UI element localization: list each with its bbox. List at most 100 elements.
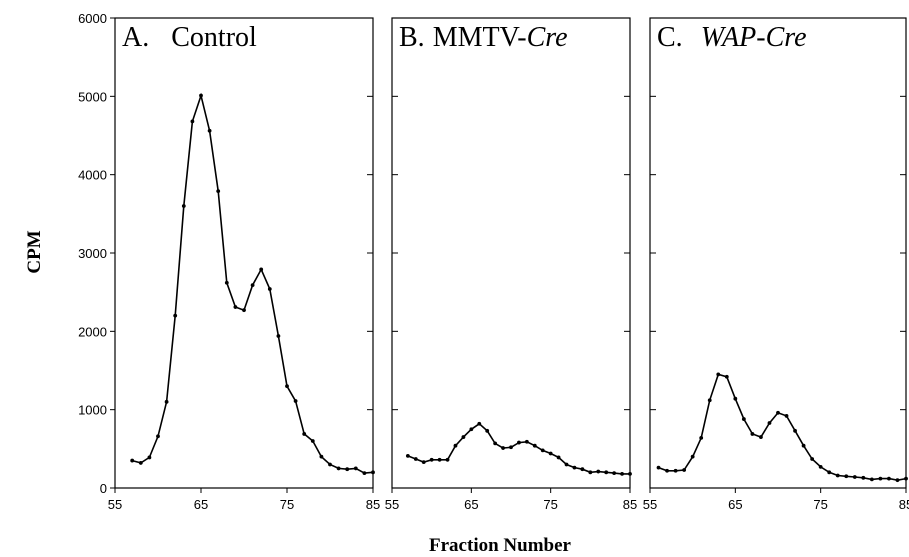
panel-label-italic: Cre bbox=[527, 22, 568, 53]
y-tick-label: 5000 bbox=[78, 89, 107, 104]
data-point bbox=[267, 287, 272, 291]
x-tick-label: 65 bbox=[464, 497, 478, 512]
panel-b: 55 65 75 85 B. MMTV-Cre bbox=[385, 17, 637, 512]
data-point bbox=[887, 476, 891, 481]
y-tick-label: 4000 bbox=[78, 168, 107, 183]
data-point bbox=[628, 472, 632, 476]
data-point bbox=[532, 443, 537, 448]
panel-label-prefix: C. bbox=[657, 22, 683, 53]
panel-label-prefix: A. bbox=[122, 22, 149, 53]
data-point bbox=[181, 204, 186, 208]
data-point bbox=[810, 457, 815, 461]
x-axis-title: Fraction Number bbox=[429, 535, 572, 556]
x-tick-label: 85 bbox=[899, 497, 909, 512]
data-point bbox=[612, 471, 617, 476]
data-point bbox=[216, 189, 221, 194]
data-point bbox=[895, 478, 900, 483]
data-point bbox=[835, 473, 840, 478]
x-tick-label: 85 bbox=[366, 497, 380, 512]
data-point bbox=[485, 428, 490, 433]
x-tick-label: 65 bbox=[728, 497, 742, 512]
data-point bbox=[285, 384, 289, 389]
data-point bbox=[421, 460, 426, 465]
data-point bbox=[156, 434, 160, 439]
data-point bbox=[207, 128, 212, 133]
data-point bbox=[818, 464, 823, 469]
panel-label-name: MMTV- bbox=[433, 22, 527, 53]
data-point bbox=[827, 470, 832, 475]
data-point bbox=[524, 439, 529, 444]
data-point bbox=[724, 374, 729, 379]
data-point bbox=[767, 421, 772, 425]
panel-a: 55 65 75 85 A. Control bbox=[108, 17, 380, 512]
data-point bbox=[173, 313, 178, 318]
data-point bbox=[750, 432, 755, 436]
series-line bbox=[407, 422, 630, 475]
data-point bbox=[716, 372, 721, 377]
data-point bbox=[869, 477, 874, 482]
data-point bbox=[548, 451, 553, 456]
x-tick-label: 75 bbox=[280, 497, 294, 512]
x-tick-label: 55 bbox=[385, 497, 399, 512]
data-point bbox=[250, 283, 255, 288]
panel-label: C. WAP-Cre bbox=[657, 22, 807, 53]
data-point bbox=[801, 443, 806, 448]
data-point bbox=[493, 441, 498, 446]
data-point bbox=[665, 468, 669, 473]
data-point bbox=[509, 445, 513, 450]
data-point bbox=[138, 461, 143, 465]
data-point bbox=[328, 462, 332, 467]
data-point bbox=[130, 458, 135, 463]
x-tick-label: 65 bbox=[194, 497, 208, 512]
x-tick-label: 75 bbox=[543, 497, 557, 512]
data-point bbox=[345, 467, 350, 472]
data-point bbox=[682, 468, 687, 472]
y-tick-label: 0 bbox=[100, 481, 107, 496]
data-point bbox=[564, 462, 569, 467]
data-point bbox=[353, 466, 358, 471]
data-point bbox=[147, 455, 152, 460]
data-point bbox=[604, 470, 609, 475]
data-point bbox=[477, 421, 482, 426]
panel-label: B. MMTV-Cre bbox=[399, 22, 568, 53]
panels: 55 65 75 85 A. Control 55 65 75 85 B. MMTV-Cre 55 65 7… bbox=[108, 17, 909, 512]
data-point bbox=[501, 446, 505, 450]
y-tick-label: 2000 bbox=[78, 324, 107, 339]
data-point bbox=[445, 457, 450, 462]
data-point bbox=[759, 435, 763, 439]
data-point bbox=[453, 443, 458, 448]
data-point bbox=[276, 334, 281, 338]
data-point bbox=[852, 475, 857, 479]
data-point bbox=[861, 475, 866, 480]
data-point bbox=[413, 457, 418, 461]
data-point bbox=[242, 308, 246, 313]
panel-frame bbox=[649, 17, 907, 489]
data-point bbox=[844, 474, 849, 479]
y-tick-label: 6000 bbox=[78, 11, 107, 26]
data-point bbox=[596, 469, 601, 474]
data-point bbox=[690, 454, 695, 459]
data-point bbox=[776, 410, 780, 415]
data-point bbox=[429, 457, 434, 462]
y-tick-labels: 0 1000 2000 3000 4000 5000 6000 bbox=[78, 11, 107, 496]
data-point bbox=[259, 267, 264, 272]
data-point bbox=[362, 471, 367, 476]
data-point bbox=[310, 439, 315, 443]
data-point bbox=[620, 472, 624, 476]
data-point bbox=[164, 399, 169, 404]
x-tick-label: 75 bbox=[813, 497, 827, 512]
data-point bbox=[319, 454, 324, 459]
data-point bbox=[293, 399, 298, 403]
data-point bbox=[469, 427, 474, 432]
data-point bbox=[190, 119, 195, 124]
panel-label: A. Control bbox=[122, 22, 257, 53]
panel-label-italic: WAP-Cre bbox=[701, 22, 807, 53]
data-point bbox=[673, 468, 678, 473]
data-point bbox=[707, 398, 712, 403]
x-tick-label: 55 bbox=[108, 497, 122, 512]
panel-label-name: Control bbox=[171, 22, 257, 53]
data-point bbox=[199, 93, 203, 98]
data-point bbox=[437, 457, 442, 462]
y-tick-label: 1000 bbox=[78, 403, 107, 418]
